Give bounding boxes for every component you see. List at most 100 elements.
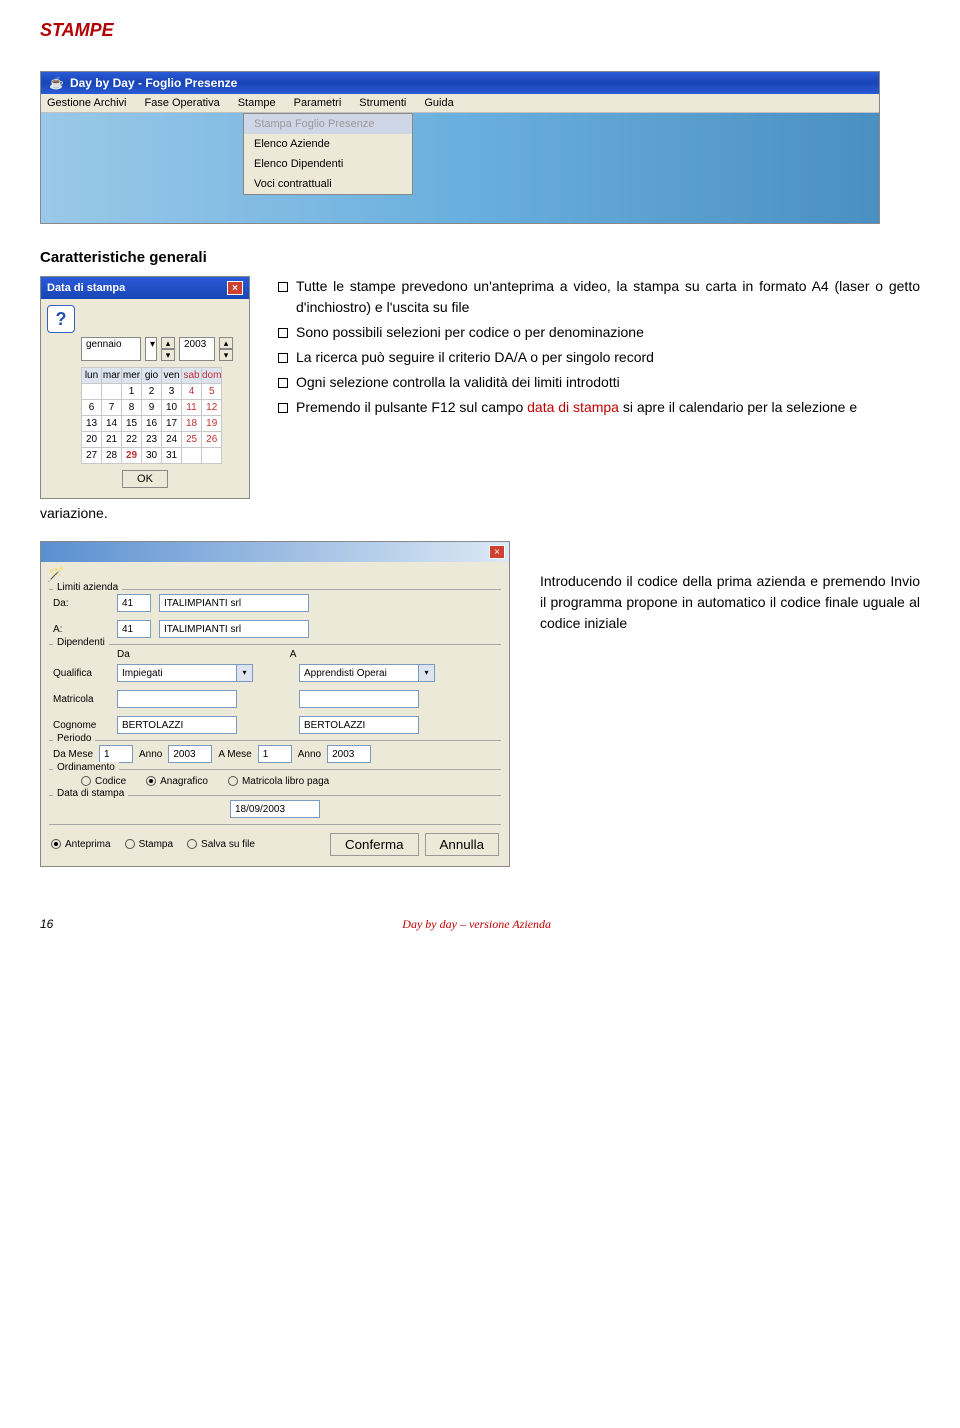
dropdown-item-voci[interactable]: Voci contrattuali (244, 174, 412, 194)
chevron-down-icon[interactable]: ▾ (237, 664, 253, 682)
calendar-day[interactable]: 22 (122, 432, 142, 448)
matricola-da[interactable] (117, 690, 237, 708)
output-radio[interactable]: Salva su file (187, 839, 255, 850)
amese-input[interactable] (258, 745, 292, 763)
ord-radio[interactable]: Anagrafico (146, 776, 208, 787)
qualifica-da[interactable] (117, 664, 237, 682)
output-radio[interactable]: Stampa (125, 839, 173, 850)
calendar-titlebar: Data di stampa × (41, 277, 249, 299)
close-icon[interactable]: × (227, 281, 243, 295)
calendar-day[interactable]: 26 (202, 432, 222, 448)
dow-header: lun (82, 368, 102, 384)
matricola-a[interactable] (299, 690, 419, 708)
year-up-icon[interactable]: ▴ (219, 337, 233, 349)
calendar-day[interactable]: 2 (142, 384, 162, 400)
calendar-day[interactable]: 20 (82, 432, 102, 448)
menu-strumenti[interactable]: Strumenti (359, 97, 406, 109)
menu-gestione[interactable]: Gestione Archivi (47, 97, 126, 109)
matricola-label: Matricola (53, 694, 109, 705)
calendar-day[interactable]: 19 (202, 416, 222, 432)
calendar-day[interactable]: 28 (102, 448, 122, 464)
calendar-day (82, 384, 102, 400)
bullet-item: La ricerca può seguire il criterio DA/A … (274, 347, 920, 368)
calendar-day[interactable]: 1 (122, 384, 142, 400)
calendar-day[interactable]: 17 (162, 416, 182, 432)
group-dip: Dipendenti (53, 637, 109, 648)
spin-up-icon[interactable]: ▴ (161, 337, 175, 349)
calendar-day[interactable]: 31 (162, 448, 182, 464)
calendar-day[interactable]: 12 (202, 400, 222, 416)
calendar-day[interactable]: 11 (182, 400, 202, 416)
calendar-day[interactable]: 23 (142, 432, 162, 448)
month-select[interactable]: gennaio (81, 337, 141, 361)
chevron-down-icon[interactable]: ▾ (419, 664, 435, 682)
anno1-label: Anno (139, 749, 162, 760)
qualifica-a[interactable] (299, 664, 419, 682)
calendar-day[interactable]: 7 (102, 400, 122, 416)
calendar-day[interactable]: 8 (122, 400, 142, 416)
ok-button[interactable]: OK (122, 470, 168, 488)
output-radio[interactable]: Anteprima (51, 839, 111, 850)
dow-header: dom (202, 368, 222, 384)
conferma-button[interactable]: Conferma (330, 833, 419, 856)
a-label: A: (53, 624, 109, 635)
calendar-day[interactable]: 29 (122, 448, 142, 464)
calendar-title: Data di stampa (47, 282, 125, 294)
annulla-button[interactable]: Annulla (425, 833, 499, 856)
calendar-day[interactable]: 18 (182, 416, 202, 432)
menu-stampe[interactable]: Stampe (238, 97, 276, 109)
anno1-input[interactable] (168, 745, 212, 763)
bullet-list: Tutte le stampe prevedono un'anteprima a… (274, 276, 920, 422)
cognome-da[interactable] (117, 716, 237, 734)
da-name-input[interactable] (159, 594, 309, 612)
anno2-input[interactable] (327, 745, 371, 763)
stampe-dropdown: Stampa Foglio Presenze Elenco Aziende El… (243, 113, 413, 195)
calendar-day[interactable]: 25 (182, 432, 202, 448)
calendar-day[interactable]: 4 (182, 384, 202, 400)
calendar-day[interactable]: 15 (122, 416, 142, 432)
ord-radio[interactable]: Codice (81, 776, 126, 787)
menu-guida[interactable]: Guida (424, 97, 453, 109)
menu-fase[interactable]: Fase Operativa (144, 97, 219, 109)
dropdown-item-dipendenti[interactable]: Elenco Dipendenti (244, 154, 412, 174)
dow-header: sab (182, 368, 202, 384)
calendar-day[interactable]: 10 (162, 400, 182, 416)
calendar-day[interactable]: 6 (82, 400, 102, 416)
da-code-input[interactable] (117, 594, 151, 612)
spin-down-icon[interactable]: ▾ (161, 349, 175, 361)
cognome-a[interactable] (299, 716, 419, 734)
data-stampa-input[interactable] (230, 800, 320, 818)
calendar-day[interactable]: 14 (102, 416, 122, 432)
calendar-grid[interactable]: lunmarmergiovensabdom 123456789101112131… (81, 367, 222, 464)
month-dropdown-icon[interactable]: ▾ (145, 337, 157, 361)
calendar-day[interactable]: 13 (82, 416, 102, 432)
menu-parametri[interactable]: Parametri (294, 97, 342, 109)
calendar-day[interactable]: 9 (142, 400, 162, 416)
calendar-day (102, 384, 122, 400)
year-down-icon[interactable]: ▾ (219, 349, 233, 361)
calendar-day[interactable]: 24 (162, 432, 182, 448)
calendar-day[interactable]: 3 (162, 384, 182, 400)
dropdown-item-aziende[interactable]: Elenco Aziende (244, 134, 412, 154)
calendar-day[interactable]: 30 (142, 448, 162, 464)
window-title: Day by Day - Foglio Presenze (70, 76, 237, 90)
bullet-item: Ogni selezione controlla la validità dei… (274, 372, 920, 393)
da-label: Da: (53, 598, 109, 609)
year-input[interactable]: 2003 (179, 337, 215, 361)
group-azienda: Limiti azienda (53, 582, 122, 593)
java-icon: ☕ (49, 76, 64, 90)
group-periodo: Periodo (53, 733, 95, 744)
damese-input[interactable] (99, 745, 133, 763)
calendar-day[interactable]: 27 (82, 448, 102, 464)
ord-radio[interactable]: Matricola libro paga (228, 776, 329, 787)
anno2-label: Anno (298, 749, 321, 760)
calendar-day[interactable]: 5 (202, 384, 222, 400)
cognome-label: Cognome (53, 720, 109, 731)
close-icon[interactable]: × (489, 545, 505, 559)
a-name-input[interactable] (159, 620, 309, 638)
calendar-day[interactable]: 21 (102, 432, 122, 448)
intro-paragraph: Introducendo il codice della prima azien… (540, 541, 920, 634)
calendar-day[interactable]: 16 (142, 416, 162, 432)
dow-header: gio (142, 368, 162, 384)
a-code-input[interactable] (117, 620, 151, 638)
